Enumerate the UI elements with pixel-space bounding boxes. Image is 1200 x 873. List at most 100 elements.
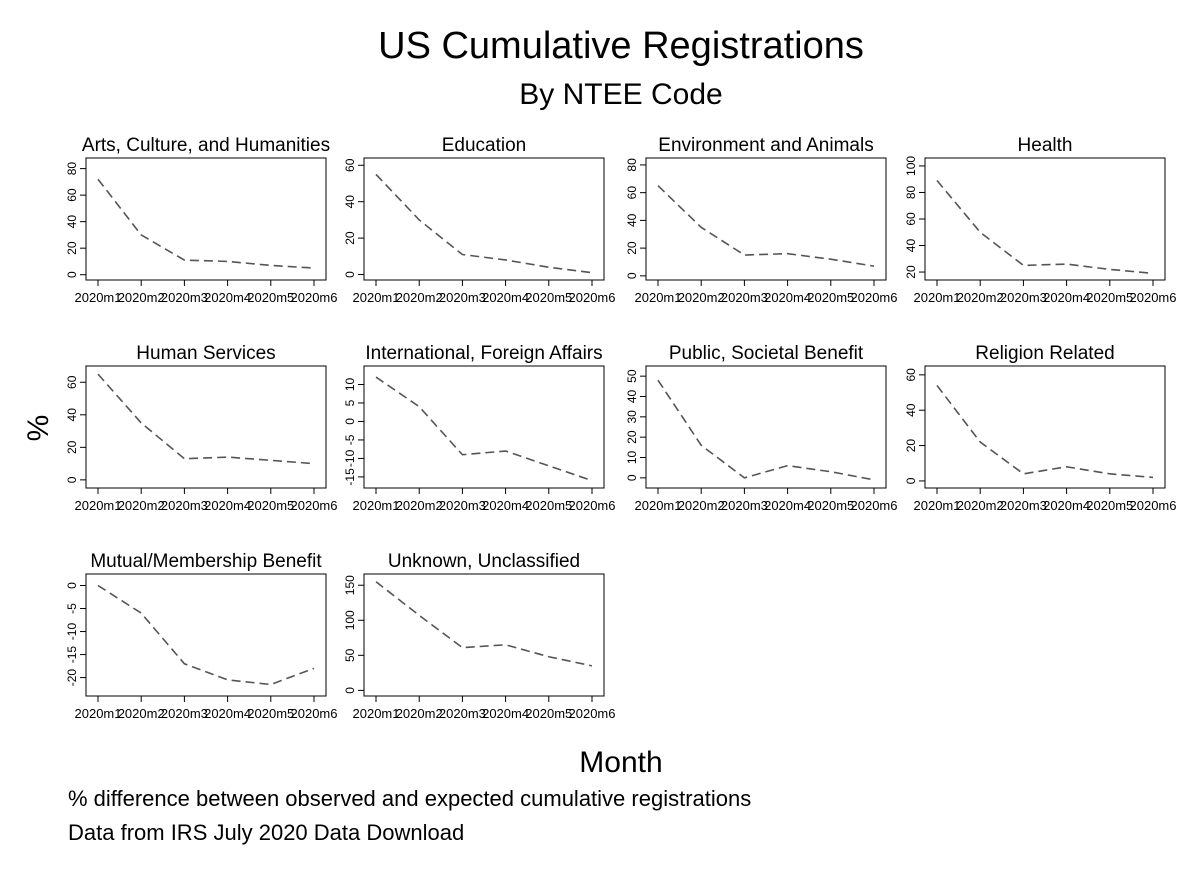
x-tick-label: 2020m1: [353, 290, 400, 305]
x-axis-label: Month: [579, 746, 662, 779]
x-tick-label: 2020m4: [204, 498, 251, 513]
y-tick-label: 20: [65, 440, 79, 454]
series-line: [375, 173, 593, 274]
x-tick-label: 2020m2: [396, 498, 443, 513]
y-tick-label: 40: [343, 195, 357, 209]
panel: Human Services02040602020m12020m22020m32…: [65, 343, 337, 513]
y-tick-label: 60: [904, 368, 918, 382]
y-tick-label: 0: [343, 418, 357, 425]
series-line: [936, 180, 1154, 275]
footnote-source: Data from IRS July 2020 Data Download: [68, 820, 465, 845]
panel-title: Human Services: [136, 343, 275, 364]
y-tick-label: 40: [904, 403, 918, 417]
y-tick-label: 40: [65, 408, 79, 422]
panel-title: Public, Societal Benefit: [669, 343, 864, 364]
y-tick-label: 50: [343, 648, 357, 662]
y-tick-label: 0: [65, 476, 79, 483]
plot-frame: [85, 573, 327, 697]
x-tick-label: 2020m4: [482, 498, 529, 513]
panel: Education 0 20 40 60 2020m12020m22020m32020m4…: [343, 135, 615, 305]
x-tick-label: 2020m6: [1130, 290, 1177, 305]
x-tick-label: 2020m4: [482, 290, 529, 305]
series-line: [657, 185, 875, 267]
y-tick-label: 100: [343, 610, 357, 630]
x-tick-label: 2020m5: [525, 706, 572, 721]
y-tick-label: 10: [625, 451, 639, 465]
x-tick-label: 2020m5: [807, 498, 854, 513]
x-tick-label: 2020m3: [439, 290, 486, 305]
x-tick-label: 2020m2: [118, 290, 165, 305]
y-tick-label: 0: [625, 474, 639, 481]
x-tick-label: 2020m5: [525, 290, 572, 305]
x-tick-label: 2020m6: [291, 290, 338, 305]
x-tick-label: 2020m6: [851, 498, 898, 513]
panel-title: Mutual/Membership Benefit: [90, 551, 322, 572]
y-tick-label: 0: [343, 687, 357, 694]
x-tick-label: 2020m3: [721, 498, 768, 513]
y-tick-label: 30: [625, 410, 639, 424]
x-tick-label: 2020m5: [1086, 498, 1133, 513]
x-tick-label: 2020m2: [678, 498, 725, 513]
x-tick-label: 2020m4: [1043, 290, 1090, 305]
x-tick-label: 2020m6: [1130, 498, 1177, 513]
panel-title: International, Foreign Affairs: [365, 343, 602, 364]
y-tick-label: 80: [904, 185, 918, 199]
y-tick-label: 80: [625, 158, 639, 172]
x-tick-label: 2020m2: [118, 706, 165, 721]
x-tick-label: 2020m2: [396, 290, 443, 305]
x-tick-label: 2020m6: [569, 498, 616, 513]
y-tick-label: -15: [343, 468, 357, 486]
x-tick-label: 2020m1: [75, 498, 122, 513]
x-tick-label: 2020m3: [439, 706, 486, 721]
footnote-definition: % difference between observed and expect…: [68, 786, 752, 811]
figure-title: US Cumulative Registrations: [378, 25, 864, 67]
x-tick-label: 2020m1: [75, 706, 122, 721]
y-tick-label: 20: [343, 231, 357, 245]
x-tick-label: 2020m2: [678, 290, 725, 305]
x-tick-label: 2020m4: [764, 498, 811, 513]
panel: Mutual/Membership Benefit -20 -15 -10 -5 0 202…: [65, 551, 337, 721]
x-tick-label: 2020m1: [75, 290, 122, 305]
y-tick-label: 50: [625, 369, 639, 383]
x-tick-label: 2020m6: [569, 290, 616, 305]
plot-frame: [85, 365, 327, 489]
x-tick-label: 2020m3: [161, 706, 208, 721]
y-tick-label: 60: [625, 186, 639, 200]
y-tick-label: -10: [343, 449, 357, 467]
series-line: [657, 379, 875, 481]
y-tick-label: -5: [65, 603, 79, 614]
series-line: [936, 384, 1154, 479]
x-tick-label: 2020m3: [721, 290, 768, 305]
y-tick-label: 0: [625, 272, 639, 279]
y-tick-label: 40: [904, 239, 918, 253]
x-tick-label: 2020m5: [247, 290, 294, 305]
x-tick-label: 2020m1: [635, 290, 682, 305]
y-tick-label: -15: [65, 646, 79, 664]
y-tick-label: 40: [625, 390, 639, 404]
x-tick-label: 2020m4: [204, 706, 251, 721]
x-tick-label: 2020m1: [353, 706, 400, 721]
x-tick-label: 2020m5: [247, 706, 294, 721]
plot-frame: [363, 573, 605, 697]
x-tick-label: 2020m5: [1086, 290, 1133, 305]
x-tick-label: 2020m3: [1000, 290, 1047, 305]
x-tick-label: 2020m4: [482, 706, 529, 721]
x-tick-label: 2020m2: [118, 498, 165, 513]
y-tick-label: 20: [625, 241, 639, 255]
panel-title: Environment and Animals: [658, 135, 873, 156]
y-tick-label: 20: [904, 265, 918, 279]
y-tick-label: 20: [904, 439, 918, 453]
x-tick-label: 2020m3: [161, 498, 208, 513]
series-line: [97, 373, 315, 465]
plot-frame: [645, 157, 887, 281]
panel-title: Education: [442, 135, 527, 156]
x-tick-label: 2020m4: [764, 290, 811, 305]
series-line: [97, 584, 315, 686]
plot-frame: [363, 157, 605, 281]
y-tick-label: 0: [904, 477, 918, 484]
y-tick-label: 80: [65, 162, 79, 176]
panel: Unknown, Unclassified0501001502020m12020…: [343, 551, 615, 721]
series-line: [375, 581, 593, 667]
y-tick-label: 100: [904, 156, 918, 176]
